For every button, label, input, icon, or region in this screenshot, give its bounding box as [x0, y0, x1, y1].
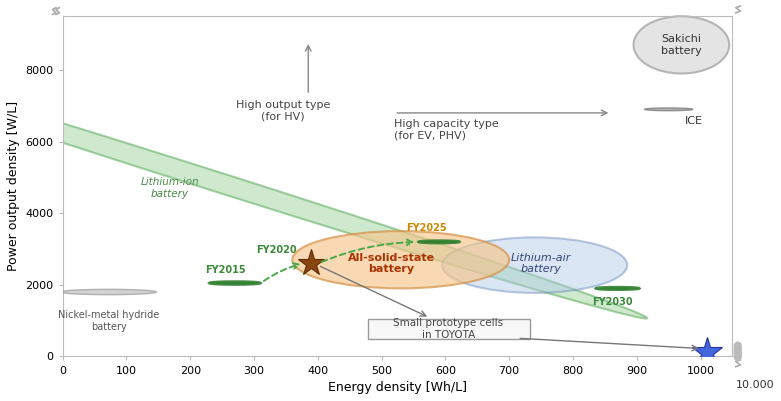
- Circle shape: [596, 287, 640, 290]
- Text: ICE: ICE: [685, 117, 703, 126]
- Ellipse shape: [442, 237, 627, 293]
- Text: Small prototype cells
in TOYOTA: Small prototype cells in TOYOTA: [394, 318, 504, 340]
- Circle shape: [419, 241, 459, 243]
- Text: Lithium-air
battery: Lithium-air battery: [511, 253, 571, 274]
- Text: 10.000: 10.000: [736, 380, 775, 390]
- Text: Lithium-ion
battery: Lithium-ion battery: [141, 177, 199, 199]
- Ellipse shape: [0, 36, 647, 318]
- Text: FY2020: FY2020: [256, 245, 297, 255]
- Text: FY2015: FY2015: [205, 265, 245, 275]
- Ellipse shape: [292, 231, 509, 288]
- Circle shape: [61, 289, 156, 295]
- Text: FY2025: FY2025: [406, 223, 447, 233]
- Text: High output type
(for HV): High output type (for HV): [236, 100, 330, 122]
- FancyBboxPatch shape: [368, 319, 530, 338]
- Text: FY2030: FY2030: [592, 298, 633, 308]
- Text: Sakichi
battery: Sakichi battery: [661, 34, 702, 56]
- Text: Nickel-metal hydride
battery: Nickel-metal hydride battery: [58, 310, 159, 332]
- Text: High capacity type
(for EV, PHV): High capacity type (for EV, PHV): [394, 119, 499, 141]
- Y-axis label: Power output density [W/L]: Power output density [W/L]: [7, 101, 20, 271]
- Circle shape: [644, 108, 693, 111]
- Circle shape: [209, 282, 260, 284]
- Ellipse shape: [633, 16, 729, 73]
- X-axis label: Energy density [Wh/L]: Energy density [Wh/L]: [328, 381, 467, 394]
- Text: All-solid-state
battery: All-solid-state battery: [348, 253, 435, 274]
